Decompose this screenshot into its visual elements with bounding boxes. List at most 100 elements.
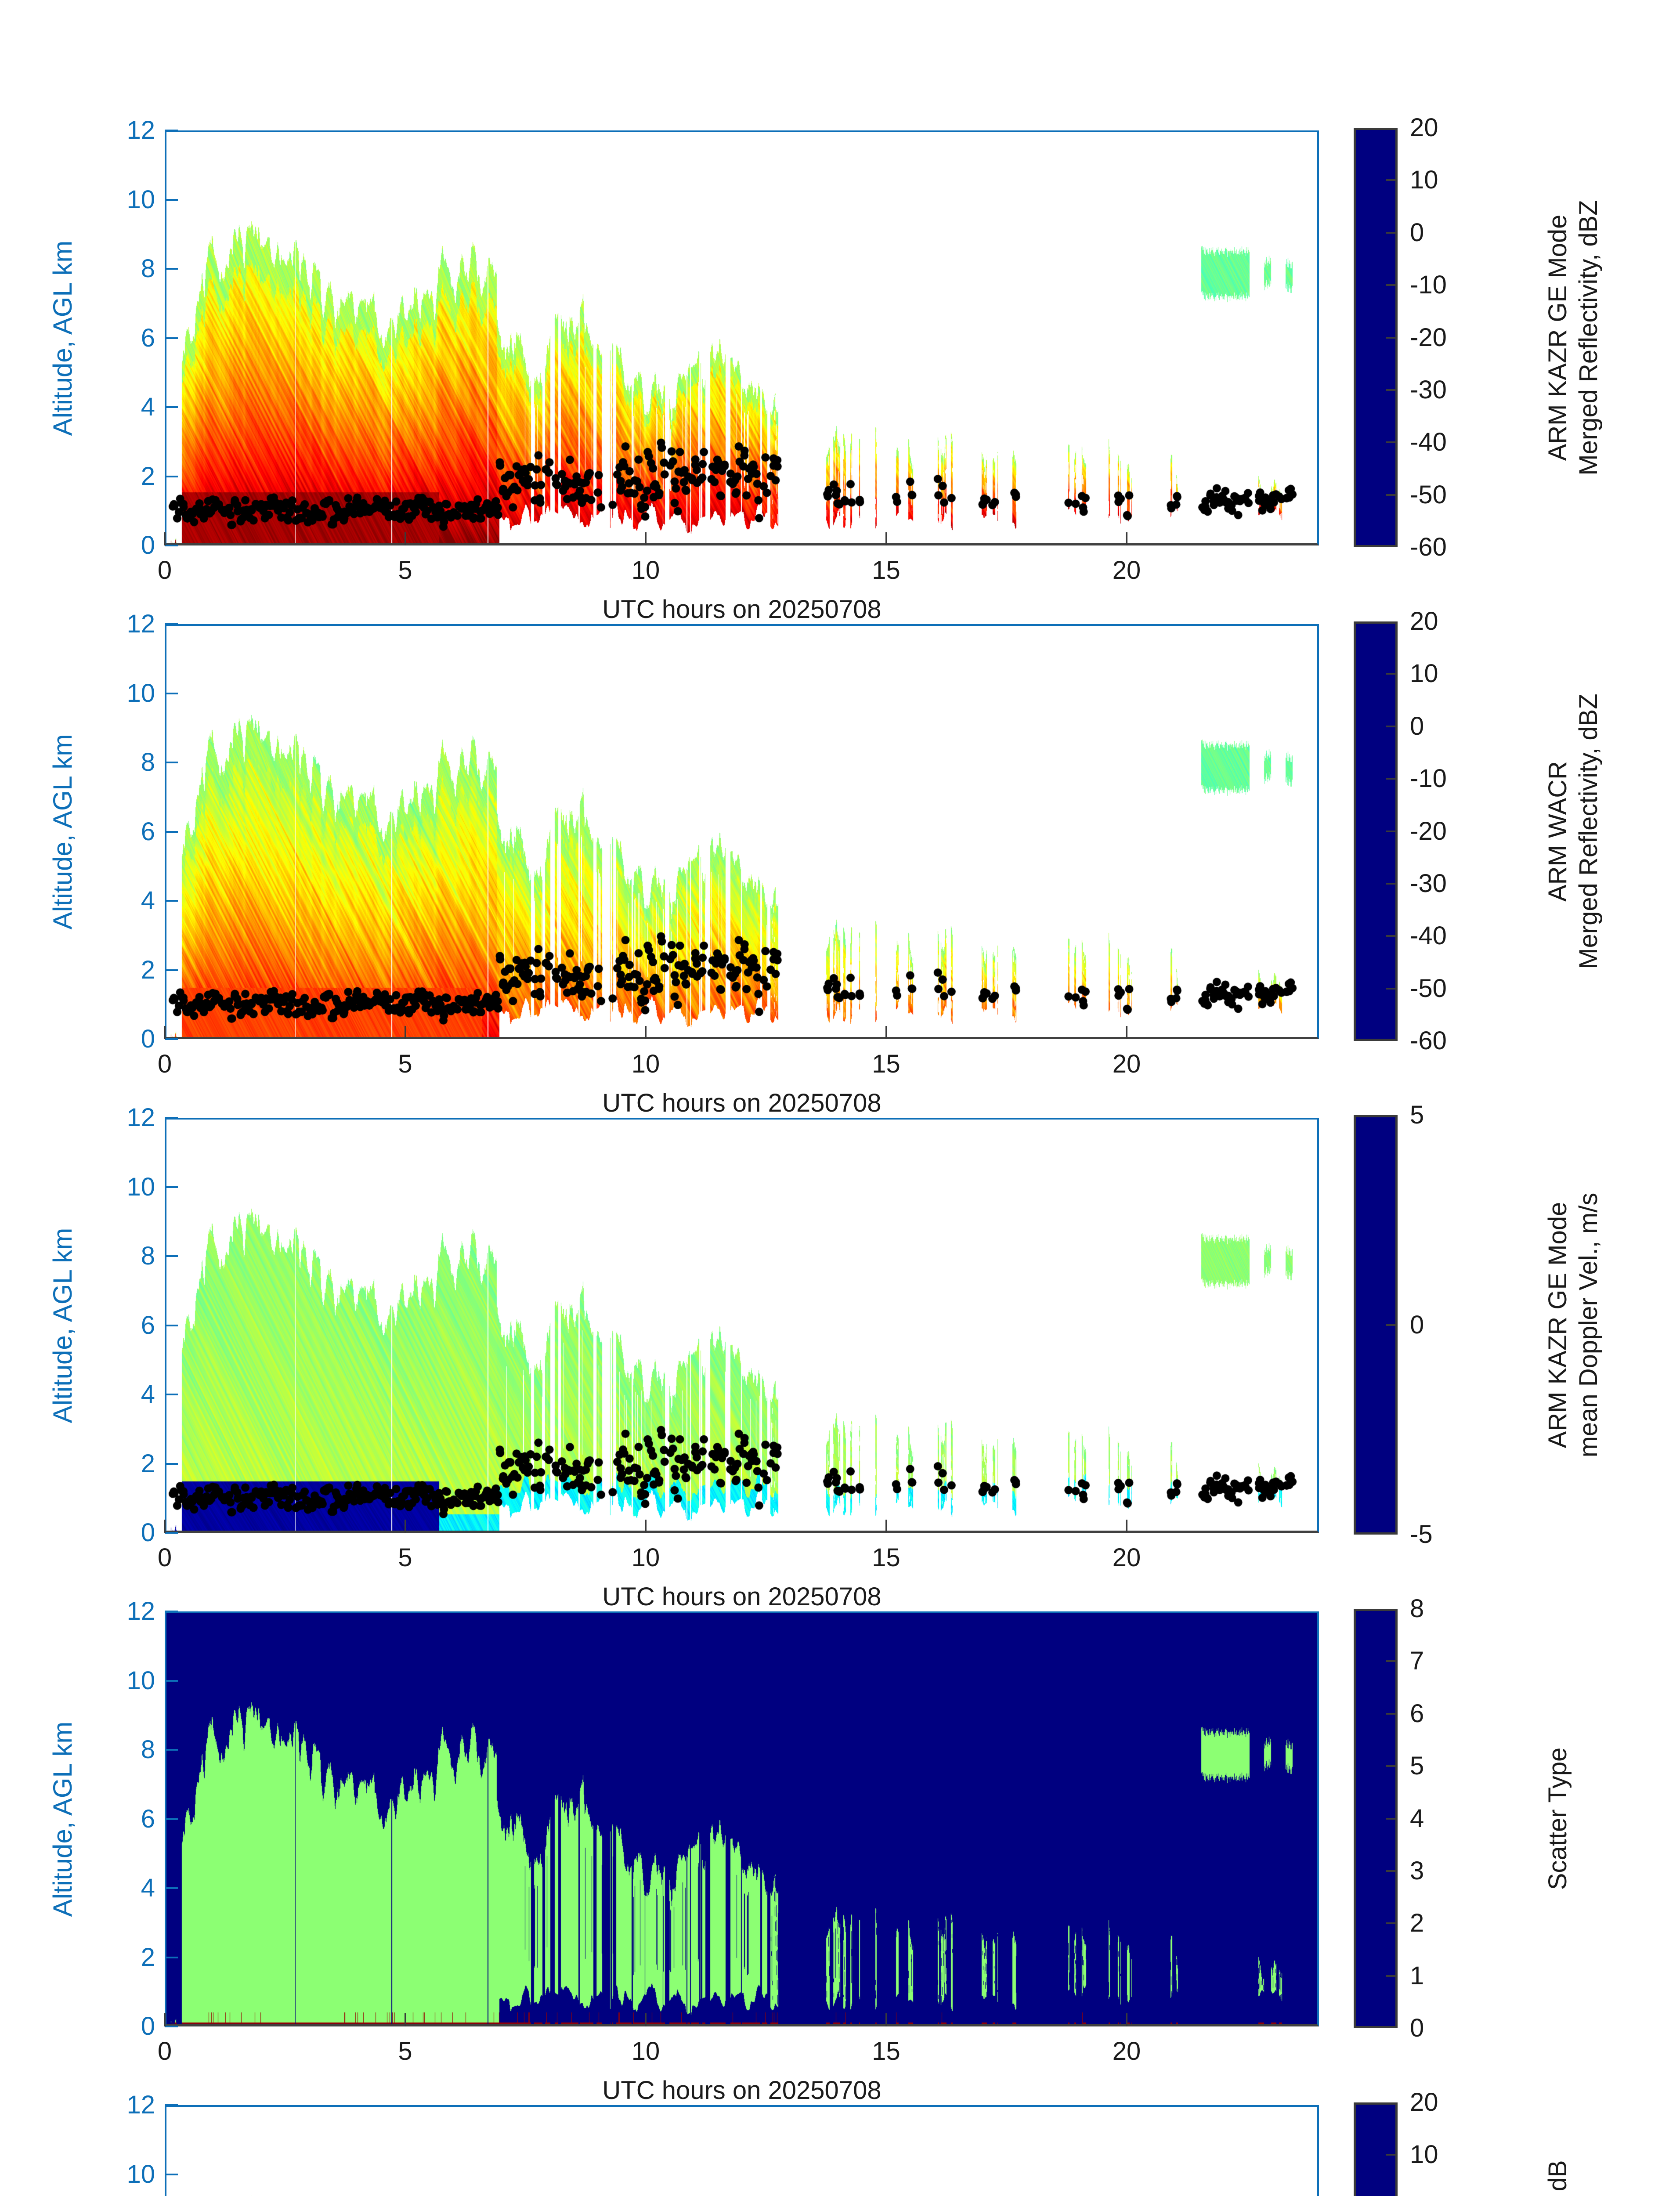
y-tick-label-2-6: 6 [141,1311,155,1340]
y-tick-3-0 [165,2026,178,2027]
colorbar-tick-label-3-2: 2 [1410,1909,1424,1938]
y-axis-label-0: Altitude, AGL km [48,240,77,436]
colorbar-tick-label-0-2: -40 [1410,428,1447,457]
y-axis-label-3: Altitude, AGL km [48,1721,77,1917]
plot-area-3[interactable] [164,1611,1319,2027]
x-tick-2-0 [164,1520,166,1533]
y-tick-3-6 [165,1818,178,1820]
x-tick-label-0-5: 5 [398,556,412,585]
y-tick-3-4 [165,1887,178,1889]
x-tick-3-15 [885,2013,887,2026]
heatmap-canvas-1 [165,624,1319,1039]
colorbar-tick-1-4 [1386,830,1398,832]
y-tick-2-12 [165,1117,178,1119]
colorbar-tick-label-0-6: 0 [1410,218,1424,247]
y-tick-3-10 [165,1680,178,1682]
x-tick-label-0-10: 10 [631,556,660,585]
y-tick-3-12 [165,1611,178,1612]
colorbar-tick-3-3 [1386,1870,1398,1872]
colorbar-tick-label-0-4: -20 [1410,323,1447,352]
colorbar-tick-label-3-5: 5 [1410,1752,1424,1781]
colorbar-tick-1-1 [1386,987,1398,990]
y-tick-label-3-4: 4 [141,1874,155,1902]
chart-panel-0: 0 2 4 6 8 10 12 0 5 10 15 20 Altitude, AGL km UTC hou… [0,100,1680,624]
x-tick-0-10 [645,532,647,545]
colorbar-tick-label-3-6: 6 [1410,1699,1424,1728]
colorbar-tick-label-2-0: -5 [1410,1520,1433,1549]
y-tick-label-2-2: 2 [141,1449,155,1478]
y-tick-0-8 [165,268,178,270]
y-tick-1-0 [165,1038,178,1040]
y-axis-label-4: Altitude, AGL km [47,2181,78,2196]
x-tick-label-1-0: 0 [157,1050,172,1078]
x-tick-0-20 [1126,532,1127,545]
chart-panel-2: 0 2 4 6 8 10 12 0 5 10 15 20 Altitude, AGL km UTC hou… [0,1087,1680,1611]
colorbar-title-line-2-0: ARM KAZR GE Mode [1543,1202,1572,1448]
colorbar-tick-label-1-5: -10 [1410,764,1447,793]
y-tick-label-0-10: 10 [126,185,155,214]
colorbar-tick-3-1 [1386,1975,1398,1977]
x-tick-2-5 [404,1520,406,1533]
colorbar-tick-0-3 [1386,389,1398,391]
x-tick-1-10 [645,1026,647,1039]
colorbar-tick-0-5 [1386,284,1398,286]
colorbar-title-2: ARM KAZR GE Mode mean Doppler Vel., m/s [1543,1136,1604,1514]
y-tick-label-2-10: 10 [126,1172,155,1201]
x-tick-1-0 [164,1026,166,1039]
colorbar-tick-label-1-1: -50 [1410,974,1447,1003]
colorbar-tick-label-0-7: 10 [1410,166,1438,195]
y-tick-0-10 [165,199,178,201]
y-axis-label-1: Altitude, AGL km [48,734,77,929]
x-tick-label-3-10: 10 [631,2037,660,2066]
y-tick-label-1-10: 10 [126,679,155,708]
plot-area-2[interactable] [164,1117,1319,1534]
colorbar-tick-label-3-0: 0 [1410,2014,1424,2042]
colorbar-tick-0-4 [1386,336,1398,339]
heatmap-canvas-3 [165,1611,1319,2026]
colorbar-tick-label-1-6: 0 [1410,712,1424,740]
y-tick-label-1-12: 12 [126,610,155,638]
y-tick-1-4 [165,900,178,902]
y-tick-1-2 [165,969,178,971]
y-tick-1-8 [165,762,178,763]
colorbar-tick-label-4-8: 20 [1410,2088,1438,2117]
y-tick-1-12 [165,623,178,625]
y-tick-2-10 [165,1186,178,1188]
y-tick-label-1-8: 8 [141,748,155,777]
x-tick-2-10 [645,1520,647,1533]
y-tick-2-8 [165,1255,178,1257]
colorbar-tick-1-2 [1386,935,1398,937]
colorbar-title-3: Scatter Type [1543,1630,1573,2008]
y-axis-label-2: Altitude, AGL km [48,1228,77,1423]
y-tick-label-1-0: 0 [141,1025,155,1053]
y-tick-label-3-8: 8 [141,1735,155,1764]
y-tick-label-0-6: 6 [141,323,155,352]
colorbar-tick-3-2 [1386,1922,1398,1925]
y-tick-label-3-12: 12 [126,1597,155,1625]
x-tick-label-2-10: 10 [631,1543,660,1572]
colorbar-tick-label-0-5: -10 [1410,271,1447,300]
y-tick-label-1-2: 2 [141,955,155,984]
heatmap-canvas-0 [165,130,1319,545]
colorbar-tick-label-4-7: 10 [1410,2140,1438,2169]
colorbar-tick-label-3-8: 8 [1410,1594,1424,1623]
colorbar-tick-0-7 [1386,179,1398,181]
x-tick-label-1-20: 20 [1112,1050,1141,1078]
colorbar-tick-1-7 [1386,673,1398,675]
y-tick-2-2 [165,1463,178,1465]
plot-area-4[interactable] [165,2104,1319,2196]
y-tick-label-2-12: 12 [126,1103,155,1132]
colorbar-tick-1-5 [1386,778,1398,780]
y-tick-label-3-10: 10 [126,1666,155,1695]
x-tick-label-0-20: 20 [1112,556,1141,585]
x-tick-1-5 [404,1026,406,1039]
colorbar-tick-2-1 [1386,1324,1398,1326]
x-axis-label-1: UTC hours on 20250708 [602,1089,882,1117]
x-tick-1-20 [1126,1026,1127,1039]
y-tick-label-1-6: 6 [141,817,155,846]
plot-area-0[interactable] [164,130,1319,546]
plot-area-1[interactable] [164,623,1319,1040]
y-tick-0-12 [165,130,178,131]
y-tick-label-4-10: 10 [126,2160,155,2189]
